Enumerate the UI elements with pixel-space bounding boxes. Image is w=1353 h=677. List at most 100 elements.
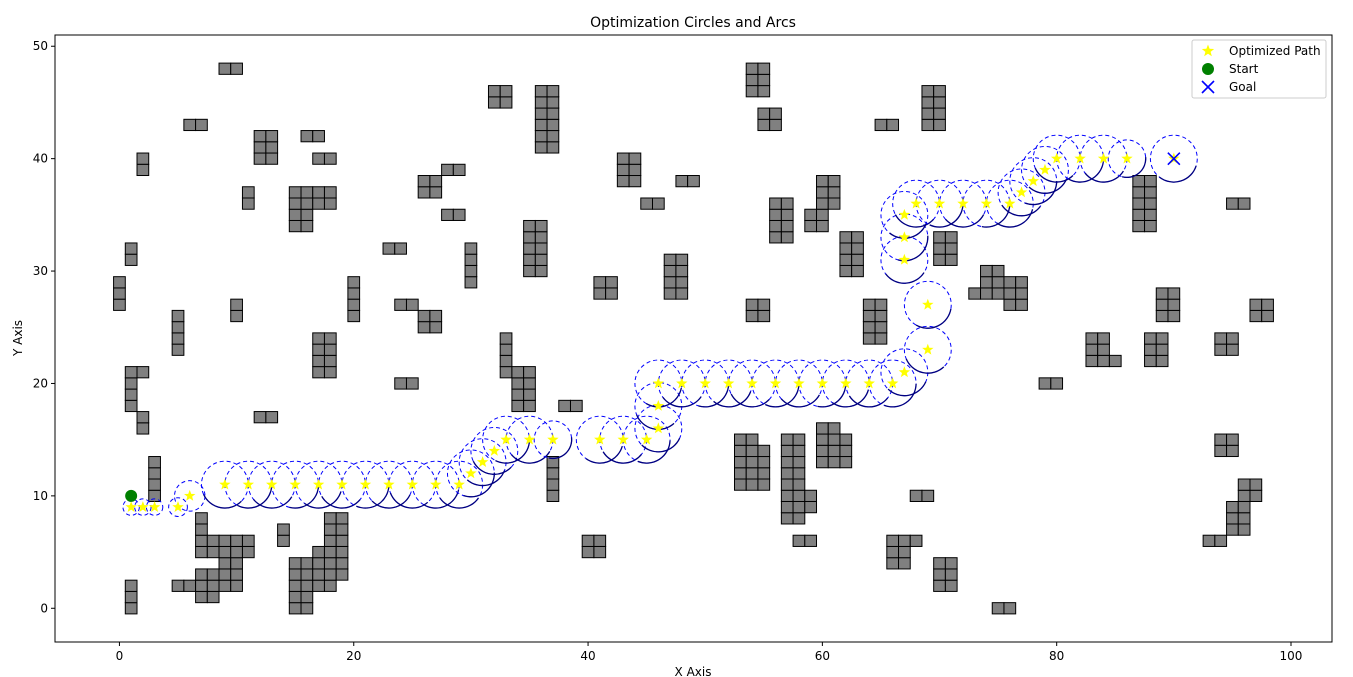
obstacle-cell <box>499 366 513 379</box>
obstacle-cell <box>1144 332 1157 345</box>
obstacle-cell <box>933 107 946 120</box>
obstacle-cell <box>1144 186 1157 199</box>
obstacle-cell <box>804 219 818 233</box>
path-star <box>137 501 149 512</box>
obstacle-cell <box>1015 276 1028 289</box>
obstacle-cell <box>780 444 794 458</box>
obstacle-cell <box>675 276 689 289</box>
obstacle-cell <box>944 557 958 570</box>
obstacle-cell <box>1237 478 1251 491</box>
obstacle-cell <box>780 197 794 210</box>
obstacle-cell <box>113 298 126 311</box>
obstacle-cell <box>757 118 771 132</box>
path-star <box>652 422 665 434</box>
optimization-arc <box>466 470 506 487</box>
obstacle-cell <box>1214 433 1228 446</box>
obstacle-cell <box>347 276 361 289</box>
obstacle-cell <box>288 219 302 233</box>
obstacle-cell <box>441 208 454 221</box>
obstacle-cell <box>405 377 419 390</box>
path-star <box>406 478 419 490</box>
obstacle-cell <box>792 478 806 491</box>
obstacle-cell <box>827 456 841 469</box>
obstacle-cell <box>335 545 349 559</box>
path-star <box>910 197 922 209</box>
obstacle-cell <box>1132 186 1146 199</box>
obstacle-cell <box>944 231 958 244</box>
path-star <box>676 377 688 389</box>
obstacle-cell <box>195 590 208 604</box>
obstacle-cell <box>769 231 782 244</box>
optimization-arc <box>637 440 671 464</box>
optimization-arc <box>645 387 682 408</box>
obstacle-cell <box>312 343 325 356</box>
optimization-arc <box>848 395 889 408</box>
obstacle-cell <box>136 422 150 435</box>
obstacle-cell <box>827 197 841 210</box>
path-star <box>1027 175 1039 186</box>
obstacle-cell <box>921 85 935 98</box>
path-star <box>266 478 278 490</box>
obstacle-cell <box>816 422 829 435</box>
axes-frame <box>54 34 1333 643</box>
obstacle-cell <box>874 118 888 132</box>
obstacle-cell <box>862 298 876 311</box>
plot-area <box>113 62 1274 615</box>
obstacle-cell <box>253 130 267 143</box>
path-star <box>594 433 606 445</box>
obstacle-cell <box>933 579 946 592</box>
obstacle-cell <box>206 534 220 547</box>
obstacle-cell <box>417 321 431 334</box>
obstacle-cell <box>581 545 595 559</box>
obstacle-cell <box>534 107 548 120</box>
x-tick-label: 60 <box>815 649 830 663</box>
path-star <box>898 253 911 265</box>
obstacle-cell <box>780 478 794 491</box>
obstacle-cell <box>499 354 513 368</box>
obstacle-cell <box>734 467 747 480</box>
obstacle-cell <box>534 231 548 244</box>
optimization-arc <box>356 485 390 509</box>
obstacle-cell <box>288 568 302 581</box>
path-star <box>922 343 934 355</box>
obstacle-cell <box>1144 175 1157 188</box>
obstacle-cell <box>558 399 571 413</box>
path-star <box>863 377 875 389</box>
obstacle-cell <box>487 96 501 109</box>
obstacle-cell <box>769 219 782 233</box>
obstacle-cell <box>511 399 525 413</box>
obstacle-cell <box>312 152 325 165</box>
obstacle-cell <box>1261 309 1274 323</box>
x-tick-label: 100 <box>1280 649 1303 663</box>
obstacle-cell <box>898 534 911 547</box>
obstacle-cell <box>886 557 900 570</box>
obstacle-cell <box>1237 512 1251 525</box>
obstacle-cell <box>534 130 548 143</box>
obstacle-cell <box>230 309 243 323</box>
obstacle-cell <box>1155 298 1169 311</box>
y-tick-label: 40 <box>33 152 48 166</box>
obstacle-cell <box>382 242 396 255</box>
obstacle-cell <box>124 242 138 255</box>
obstacle-cell <box>745 456 759 469</box>
path-star <box>1004 197 1016 209</box>
optimization-arc <box>253 496 293 509</box>
obstacle-cell <box>464 242 478 255</box>
obstacle-cell <box>183 579 197 592</box>
obstacle-cell <box>300 579 314 592</box>
obstacle-cell <box>1155 287 1169 300</box>
obstacle-cell <box>300 602 314 615</box>
obstacle-cell <box>780 208 794 221</box>
obstacle-cell <box>1003 298 1017 311</box>
obstacle-cell <box>323 366 337 379</box>
y-tick-label: 50 <box>33 39 48 53</box>
obstacle-cell <box>839 231 853 244</box>
obstacle-cell <box>605 276 618 289</box>
path-star <box>746 377 758 389</box>
obstacle-cell <box>546 96 560 109</box>
obstacle-cell <box>675 175 689 188</box>
obstacle-cell <box>429 186 443 199</box>
optimization-arc <box>889 222 928 239</box>
optimization-arc <box>585 445 623 464</box>
obstacle-cell <box>933 568 946 581</box>
